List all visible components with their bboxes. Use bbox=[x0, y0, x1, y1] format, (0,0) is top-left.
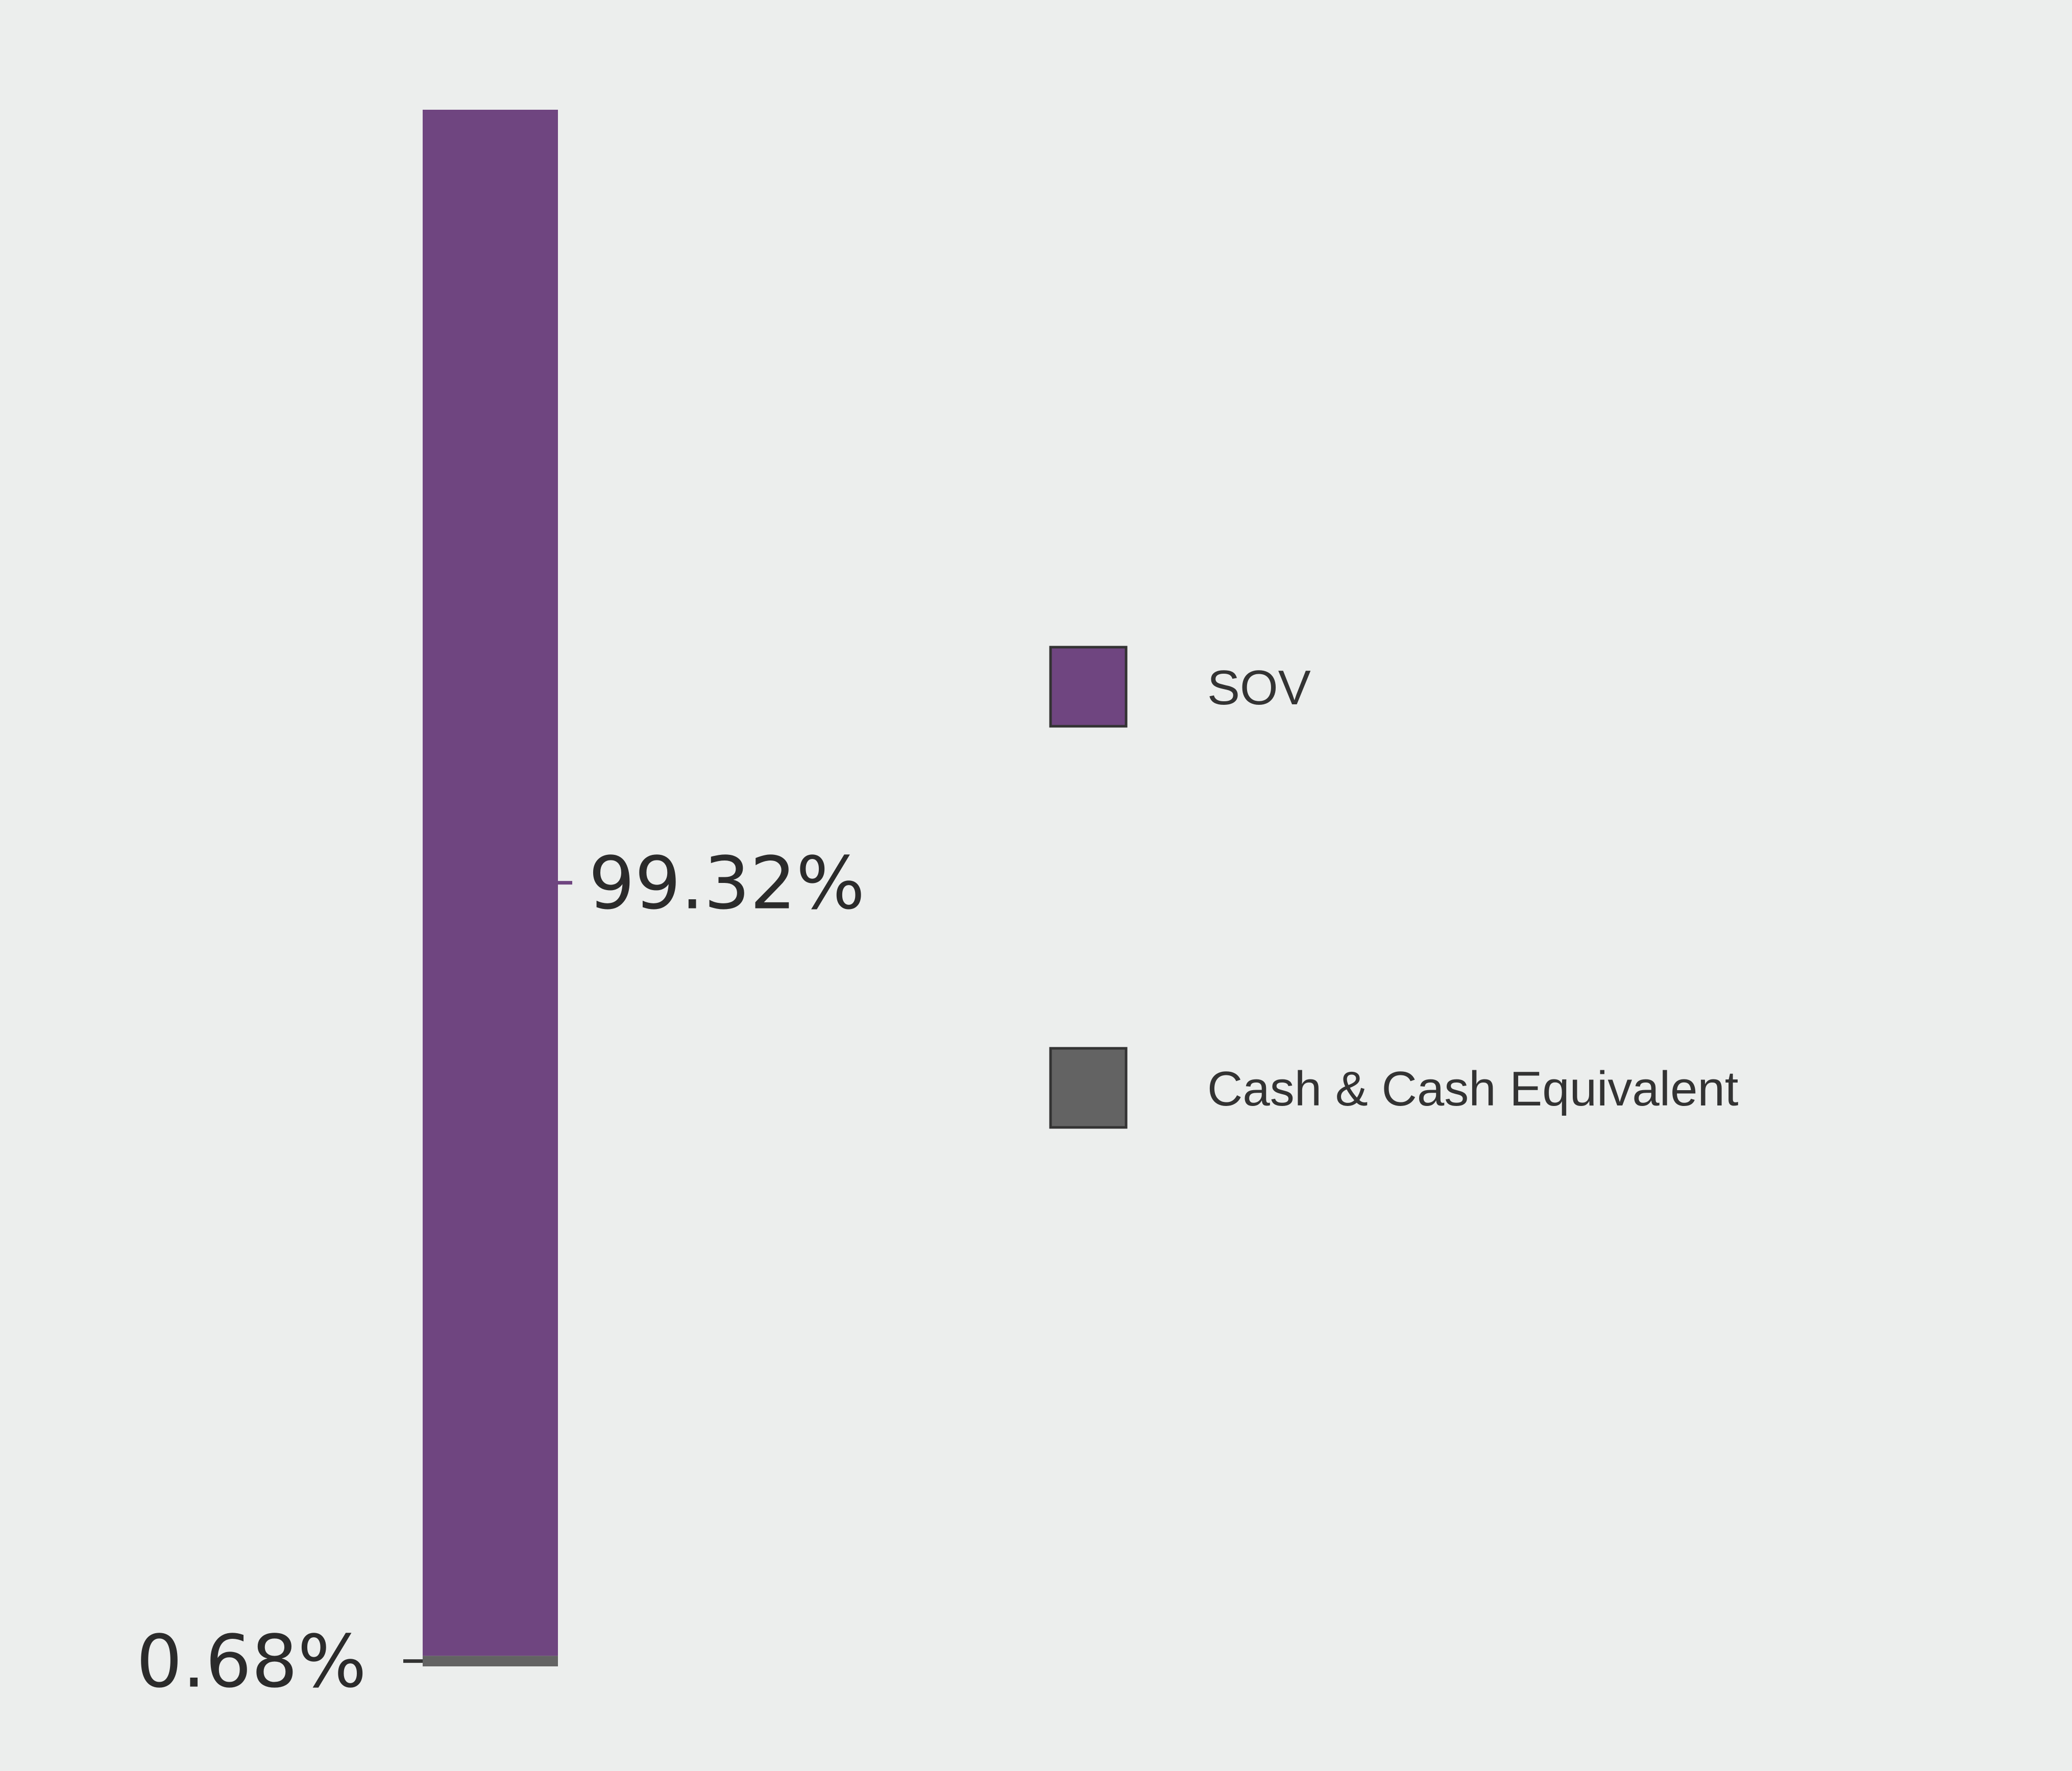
data-label-cash-cash-equivalent: 0.68% bbox=[136, 1620, 367, 1704]
legend-swatch-sov bbox=[1049, 646, 1128, 728]
bar-segment-sov bbox=[423, 110, 558, 1656]
data-label-layer: 0.68% 99.32% bbox=[136, 842, 865, 1704]
legend-label-cash-cash-equivalent: Cash & Cash Equivalent bbox=[1207, 1062, 1739, 1116]
legend-swatch-cash-cash-equivalent bbox=[1049, 1047, 1128, 1129]
legend: SOV Cash & Cash Equivalent bbox=[1049, 646, 1739, 1129]
bar-layer bbox=[423, 110, 558, 1666]
bar-segment-cash-cash-equivalent bbox=[423, 1656, 558, 1666]
data-label-sov: 99.32% bbox=[589, 842, 865, 926]
legend-label-sov: SOV bbox=[1207, 660, 1311, 715]
